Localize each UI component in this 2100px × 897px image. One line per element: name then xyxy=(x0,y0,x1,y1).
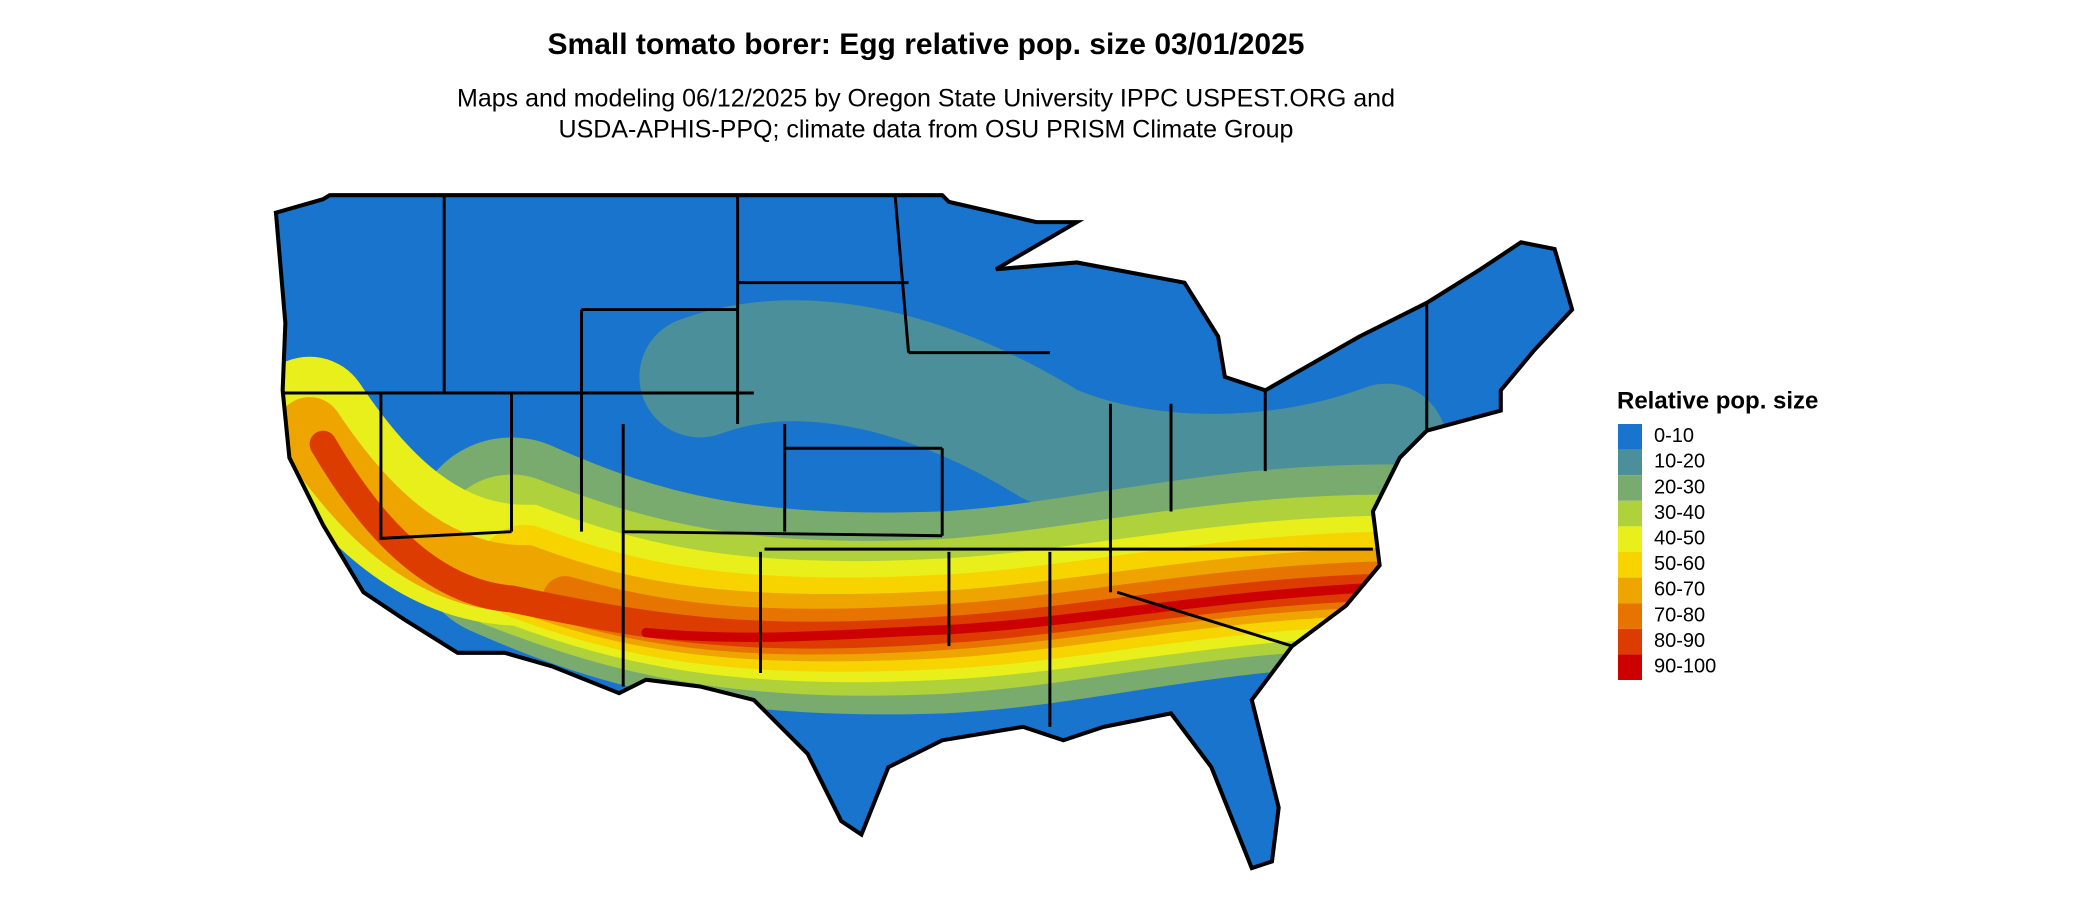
map-subtitle: USDA-APHIS-PPQ; climate data from OSU PR… xyxy=(559,116,1294,144)
legend-label: 0-10 xyxy=(1654,425,1694,447)
legend-label: 60-70 xyxy=(1654,579,1705,601)
legend-label: 50-60 xyxy=(1654,553,1705,575)
legend-swatch xyxy=(1618,552,1642,578)
legend-swatch xyxy=(1618,500,1642,527)
legend-label: 30-40 xyxy=(1654,502,1705,524)
legend-swatch xyxy=(1618,526,1642,552)
state-lines xyxy=(282,195,1429,727)
map-title: Small tomato borer: Egg relative pop. si… xyxy=(548,28,1305,61)
legend-swatch xyxy=(1618,449,1642,476)
legend-swatch xyxy=(1618,577,1642,604)
legend-title: Relative pop. size xyxy=(1617,387,1818,414)
legend-swatch xyxy=(1618,628,1642,655)
legend-label: 90-100 xyxy=(1654,655,1716,677)
us-map xyxy=(202,175,1615,892)
legend-label: 10-20 xyxy=(1654,451,1705,473)
legend-label: 20-30 xyxy=(1654,476,1705,498)
legend-swatch xyxy=(1618,603,1642,629)
map-subtitle: Maps and modeling 06/12/2025 by Oregon S… xyxy=(457,85,1395,113)
map-band xyxy=(641,582,1392,643)
legend-label: 40-50 xyxy=(1654,527,1705,549)
legend-label: 70-80 xyxy=(1654,604,1705,626)
legend-swatch xyxy=(1618,475,1642,501)
legend-label: 80-90 xyxy=(1654,630,1705,652)
legend-swatch xyxy=(1618,654,1642,680)
legend-swatch xyxy=(1618,424,1642,450)
